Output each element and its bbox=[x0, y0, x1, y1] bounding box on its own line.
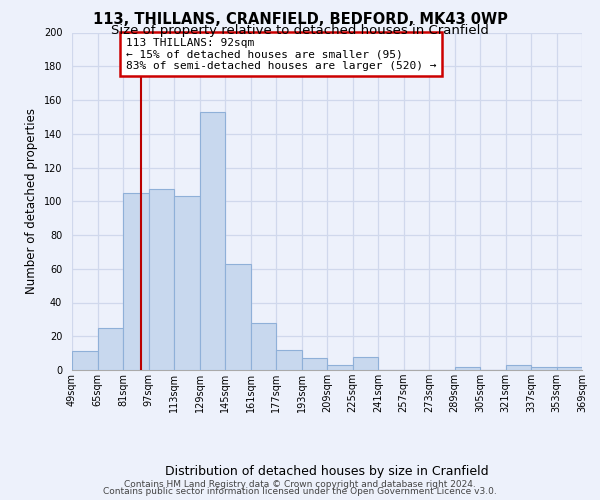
Text: Contains HM Land Registry data © Crown copyright and database right 2024.: Contains HM Land Registry data © Crown c… bbox=[124, 480, 476, 489]
Text: 113 THILLANS: 92sqm
← 15% of detached houses are smaller (95)
83% of semi-detach: 113 THILLANS: 92sqm ← 15% of detached ho… bbox=[125, 38, 436, 71]
Bar bbox=[557, 366, 582, 370]
X-axis label: Distribution of detached houses by size in Cranfield: Distribution of detached houses by size … bbox=[165, 465, 489, 478]
Y-axis label: Number of detached properties: Number of detached properties bbox=[25, 108, 38, 294]
Bar bbox=[302, 358, 327, 370]
Text: Size of property relative to detached houses in Cranfield: Size of property relative to detached ho… bbox=[111, 24, 489, 37]
Text: 113, THILLANS, CRANFIELD, BEDFORD, MK43 0WP: 113, THILLANS, CRANFIELD, BEDFORD, MK43 … bbox=[92, 12, 508, 26]
Bar bbox=[327, 365, 353, 370]
Bar bbox=[276, 350, 302, 370]
Bar bbox=[149, 190, 174, 370]
Bar bbox=[199, 112, 225, 370]
Bar bbox=[531, 366, 557, 370]
Bar bbox=[251, 323, 276, 370]
Text: Contains public sector information licensed under the Open Government Licence v3: Contains public sector information licen… bbox=[103, 487, 497, 496]
Bar bbox=[225, 264, 251, 370]
Bar bbox=[123, 193, 149, 370]
Bar bbox=[353, 356, 378, 370]
Bar bbox=[97, 328, 123, 370]
Bar bbox=[72, 352, 97, 370]
Bar bbox=[505, 365, 531, 370]
Bar bbox=[174, 196, 199, 370]
Bar bbox=[455, 366, 480, 370]
